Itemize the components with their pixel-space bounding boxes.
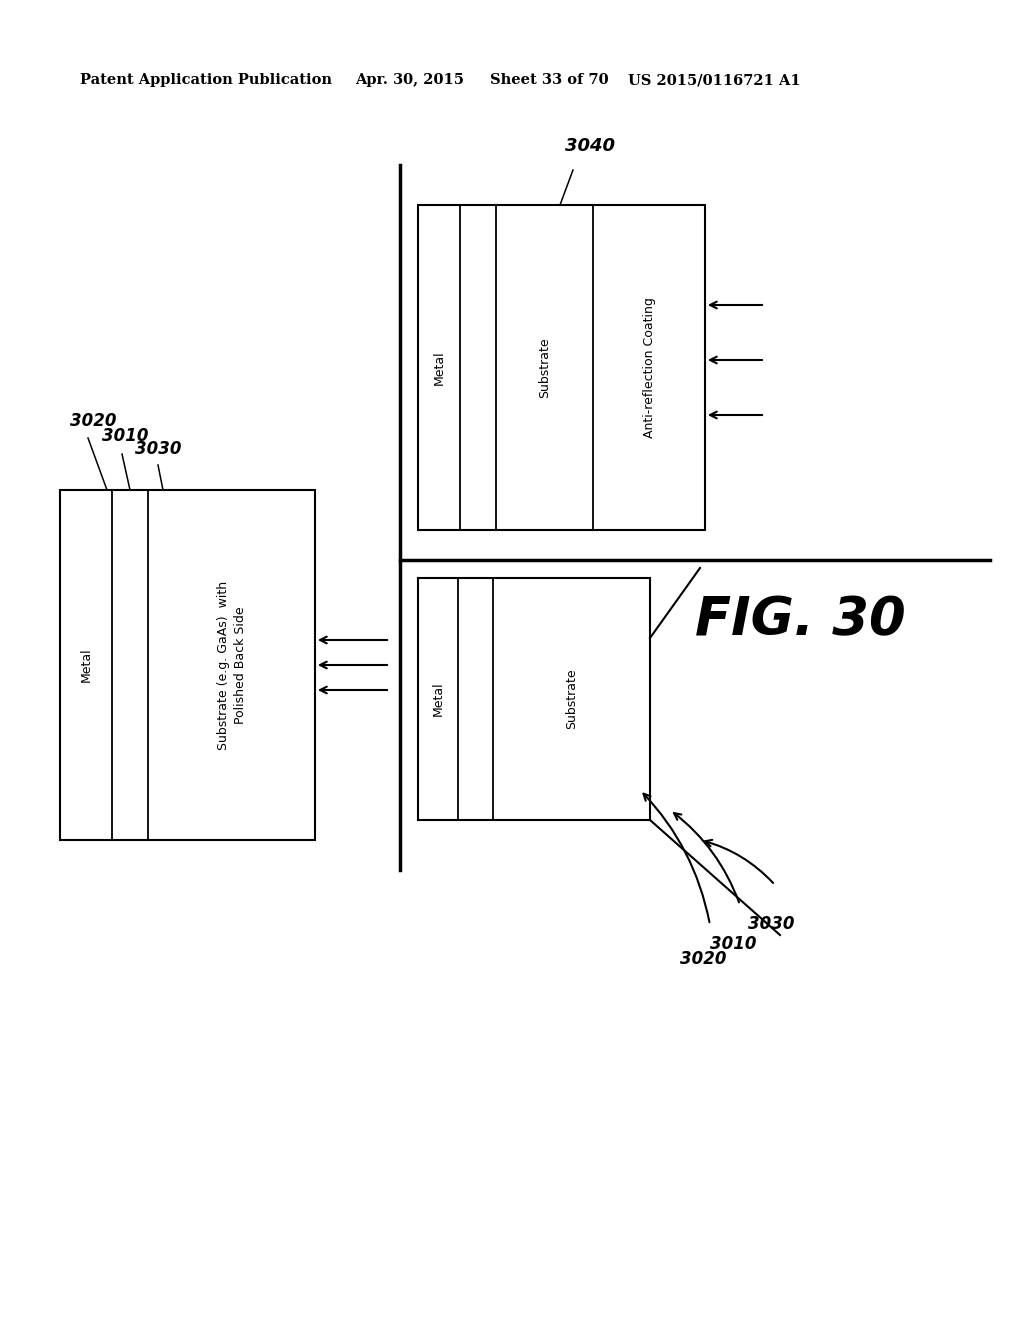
Text: Apr. 30, 2015: Apr. 30, 2015 xyxy=(355,73,464,87)
Text: 3010: 3010 xyxy=(710,935,757,953)
Text: 3040: 3040 xyxy=(565,137,615,154)
Text: 3010: 3010 xyxy=(102,426,148,445)
Text: Metal: Metal xyxy=(432,350,445,385)
Text: Substrate: Substrate xyxy=(538,337,551,397)
Text: 3030: 3030 xyxy=(748,915,795,933)
Text: Sheet 33 of 70: Sheet 33 of 70 xyxy=(490,73,608,87)
Text: 3020: 3020 xyxy=(680,950,726,968)
Bar xyxy=(418,205,705,531)
Text: 3020: 3020 xyxy=(70,412,117,430)
Text: Substrate: Substrate xyxy=(565,669,578,730)
Text: Patent Application Publication: Patent Application Publication xyxy=(80,73,332,87)
Text: US 2015/0116721 A1: US 2015/0116721 A1 xyxy=(628,73,801,87)
Text: Metal: Metal xyxy=(80,648,92,682)
Text: Anti-reflection Coating: Anti-reflection Coating xyxy=(642,297,655,438)
Text: FIG. 30: FIG. 30 xyxy=(694,594,905,645)
Text: 3030: 3030 xyxy=(135,440,181,458)
Text: Metal: Metal xyxy=(431,681,444,717)
Text: Substrate (e.g. GaAs)  with
Polished Back Side: Substrate (e.g. GaAs) with Polished Back… xyxy=(216,581,247,750)
Bar xyxy=(60,490,315,840)
